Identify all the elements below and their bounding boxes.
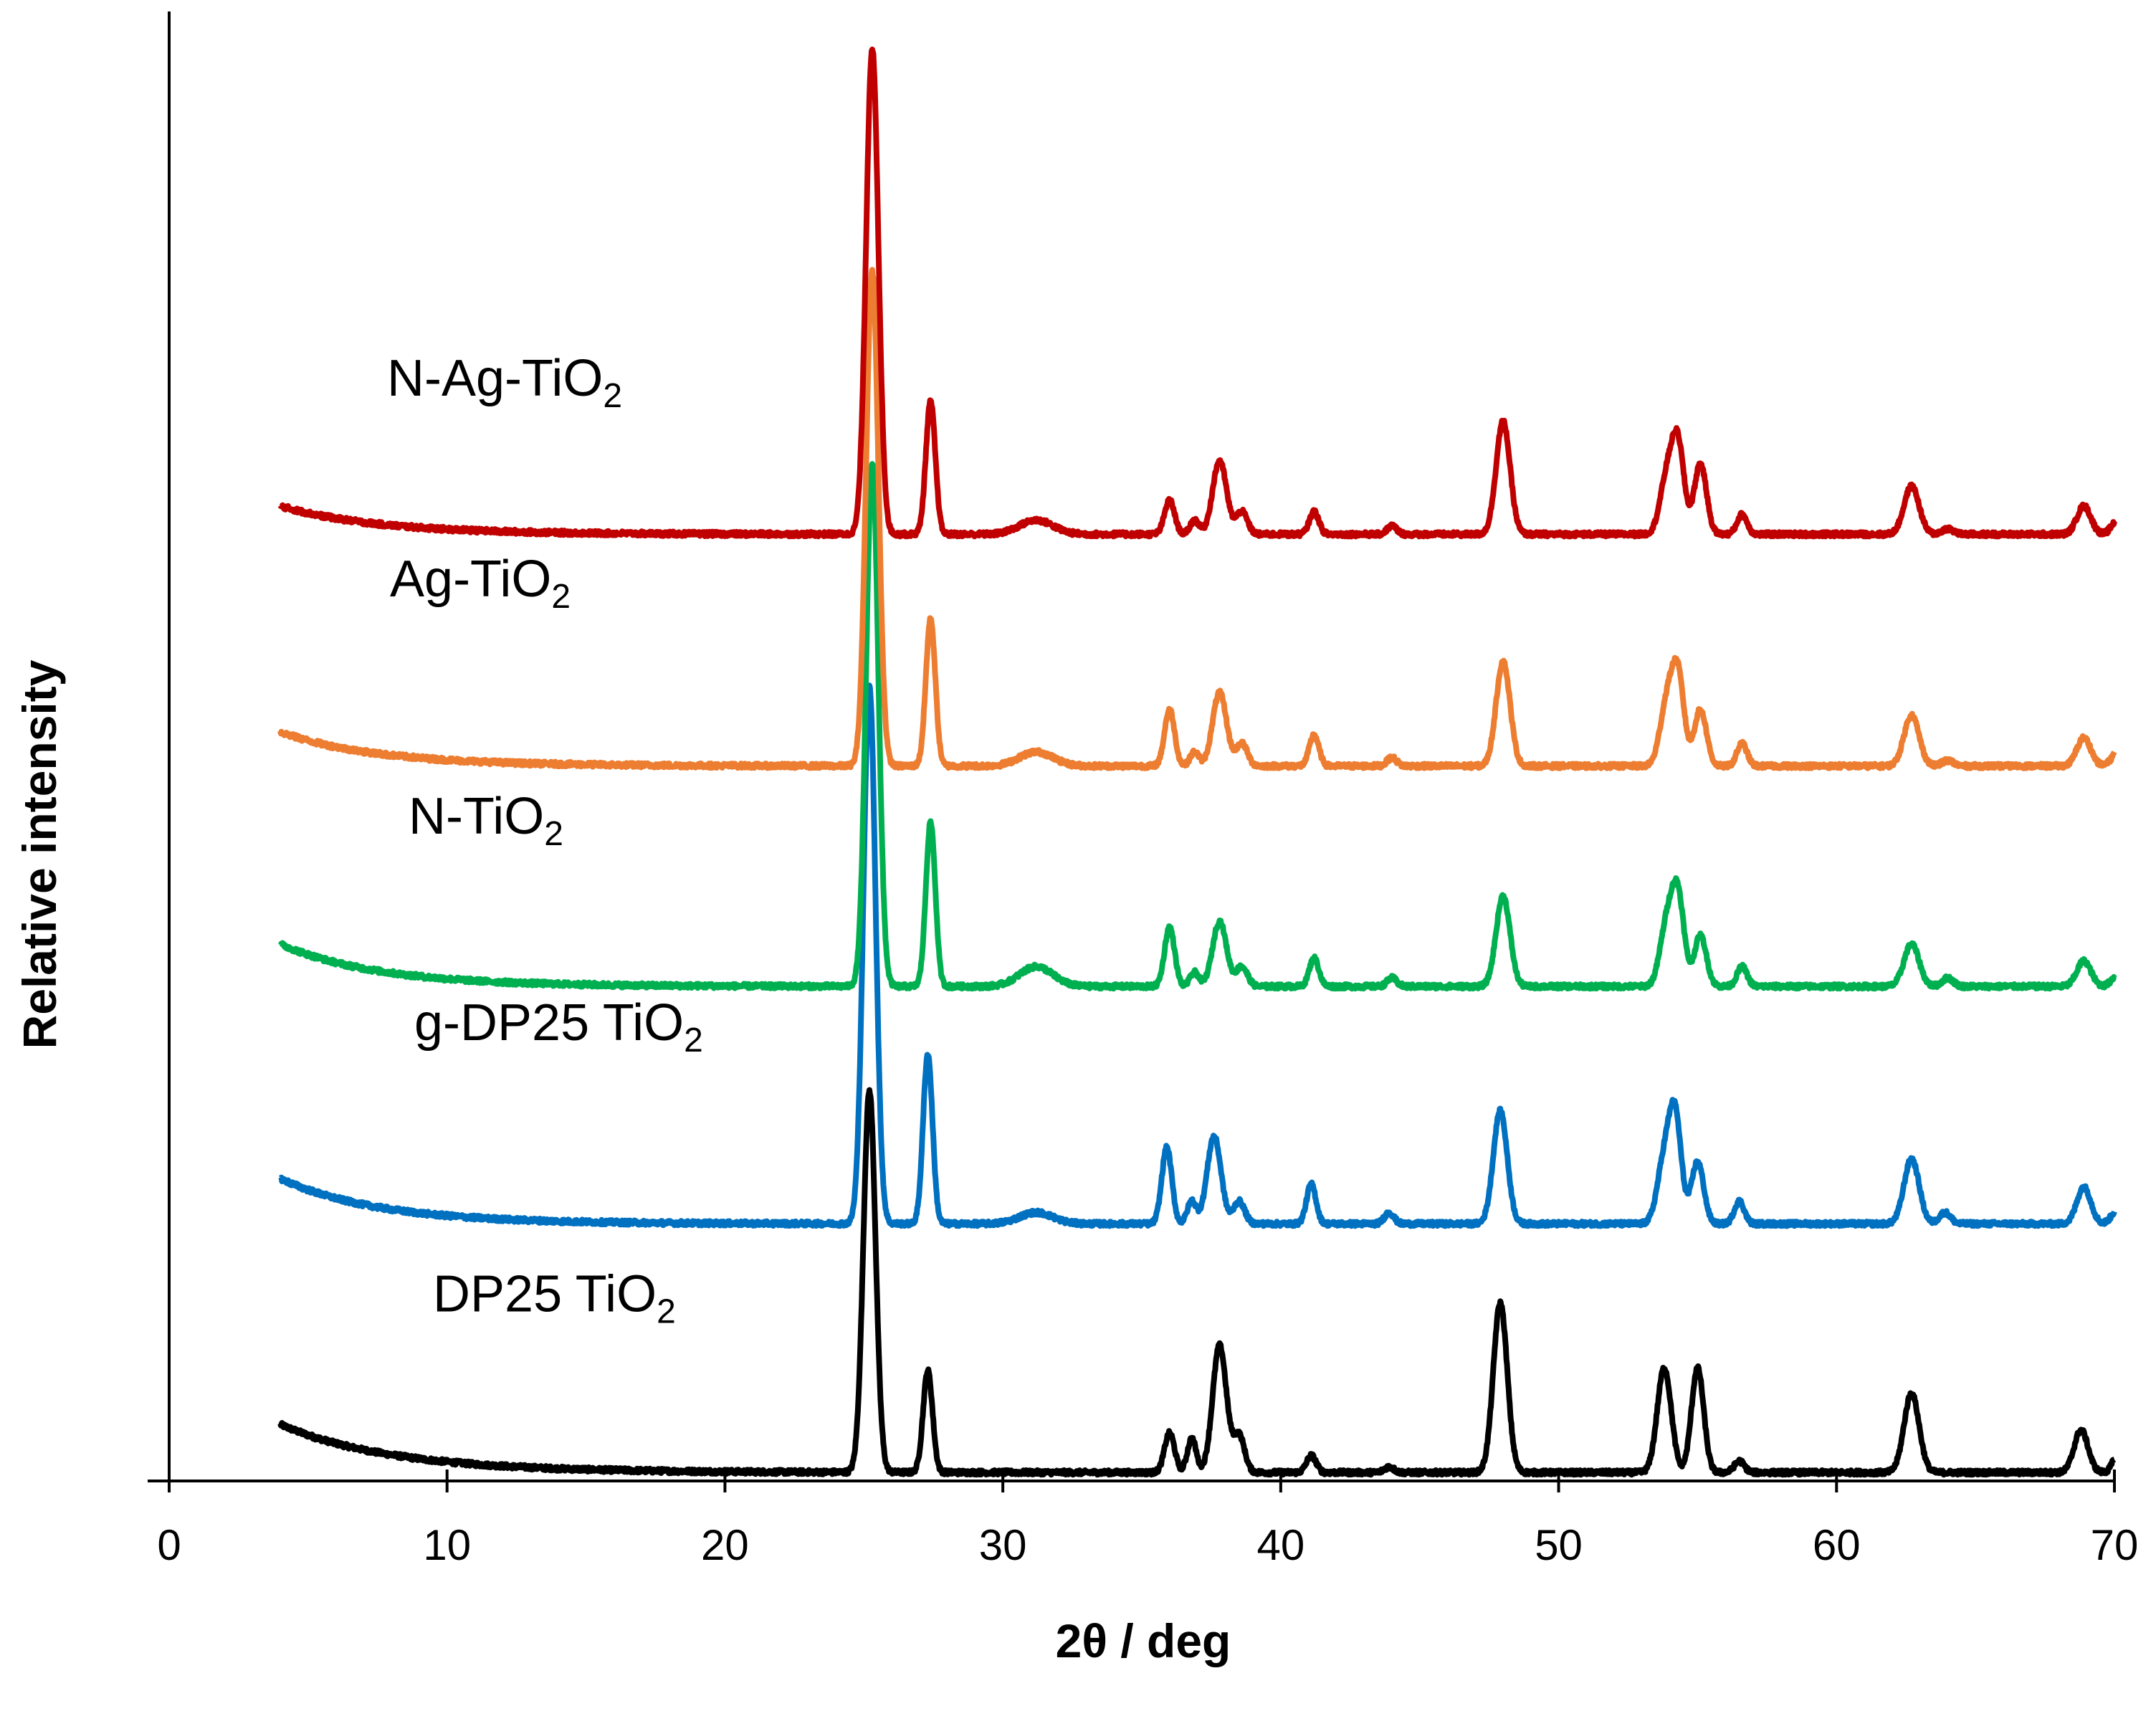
x-tick-label: 50 [1535, 1521, 1583, 1569]
x-ticks: 0 10 20 30 40 50 60 70 [157, 1469, 2138, 1569]
x-tick-label: 10 [423, 1521, 471, 1569]
x-tick-label: 60 [1813, 1521, 1861, 1569]
series-label-subscript: 2 [551, 578, 571, 616]
x-tick-label: 40 [1256, 1521, 1304, 1569]
series-line-dp25-tio2 [277, 1087, 2117, 1478]
series-line-n-tio2 [277, 461, 2117, 992]
series-label-main: DP25 TiO [433, 1265, 657, 1323]
series-label-subscript: 2 [544, 815, 563, 853]
x-tick-label: 70 [2091, 1521, 2139, 1569]
x-tick-label: 30 [979, 1521, 1027, 1569]
series-label: N-Ag-TiO2 [387, 350, 622, 415]
series-label: DP25 TiO2 [433, 1265, 676, 1330]
series-label-main: N-Ag-TiO [387, 350, 603, 407]
x-tick-label: 20 [701, 1521, 749, 1569]
series-label-subscript: 2 [684, 1021, 703, 1059]
series-label: N-TiO2 [409, 788, 563, 853]
series-label: Ag-TiO2 [390, 551, 571, 616]
series-line-ag-tio2 [277, 267, 2117, 771]
series-label-main: N-TiO [409, 788, 544, 845]
series-label: g-DP25 TiO2 [414, 994, 703, 1059]
series-label-main: g-DP25 TiO [414, 994, 684, 1052]
series-label-main: Ag-TiO [390, 551, 551, 608]
y-axis-title: Relative intensity [13, 659, 66, 1049]
x-tick-label: 0 [157, 1521, 181, 1569]
series-label-subscript: 2 [603, 377, 622, 415]
series-traces [277, 47, 2117, 1478]
series-line-g-dp25-tio2 [277, 682, 2117, 1229]
series-label-subscript: 2 [657, 1292, 676, 1330]
series-line-n-ag-tio2 [277, 47, 2117, 540]
axes [148, 11, 2114, 1482]
x-axis-title: 2θ / deg [1056, 1614, 1231, 1667]
